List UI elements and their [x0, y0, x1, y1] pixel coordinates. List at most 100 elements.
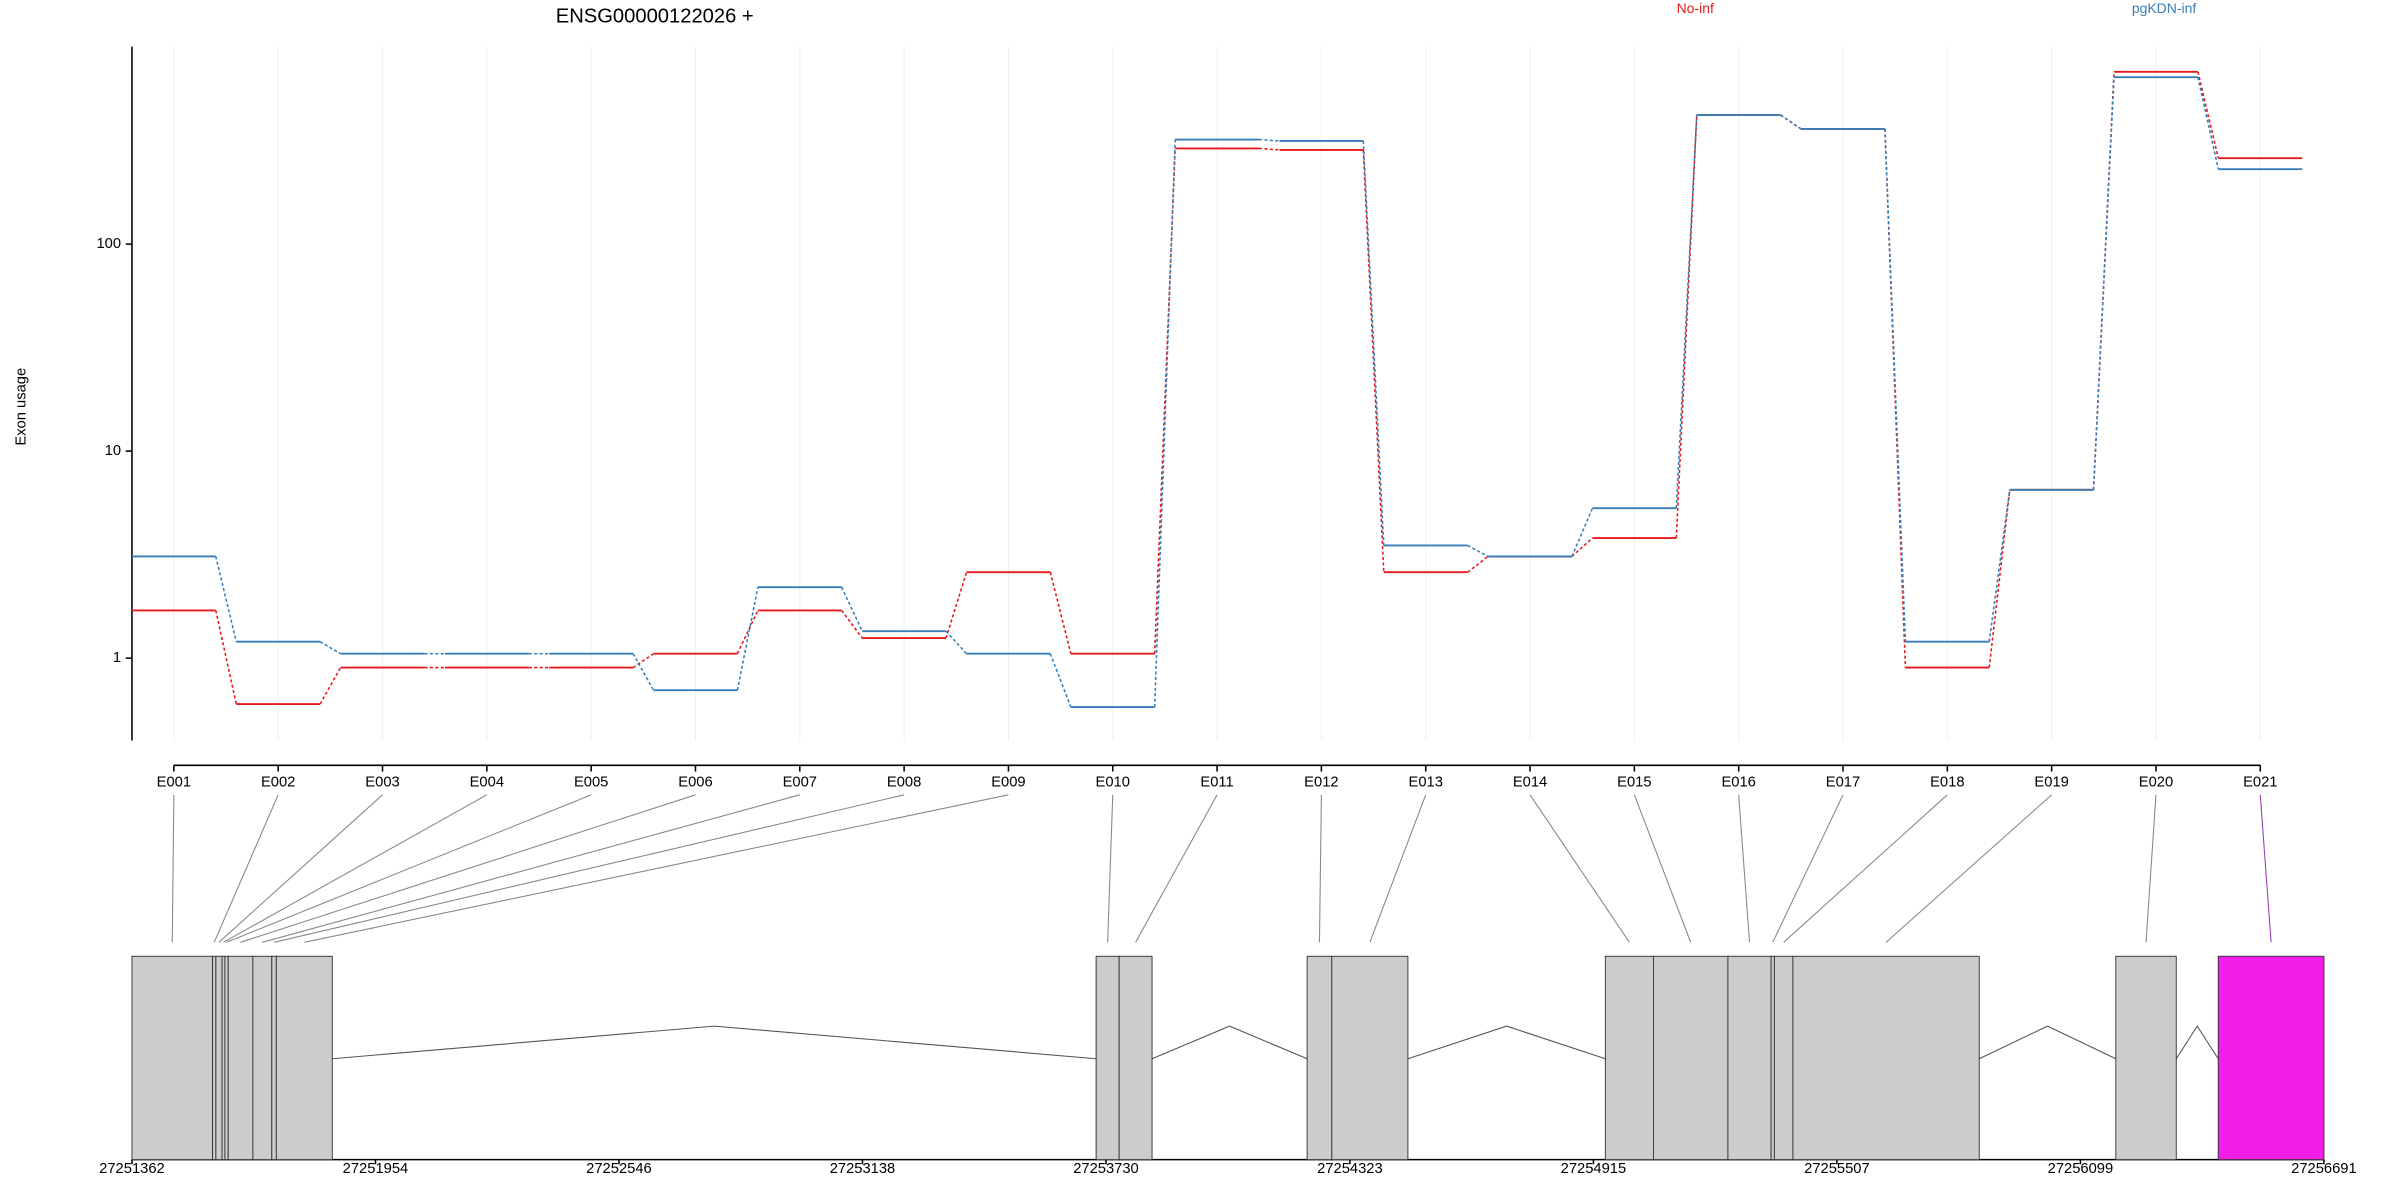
exon: [1306, 955, 1333, 1161]
exon-link: [2259, 794, 2272, 943]
exon-link: [1369, 794, 1427, 943]
x-tick-label: E017: [1826, 774, 1860, 790]
exon-link: [1772, 794, 1844, 943]
usage-connector: [736, 610, 759, 655]
genome-tick-label: 27251954: [343, 1161, 409, 1177]
exon-link: [223, 794, 488, 943]
usage-connector: [1258, 138, 1280, 142]
usage-connector: [1988, 489, 2011, 668]
x-tick-label: E007: [783, 774, 817, 790]
x-tick-label: E012: [1304, 774, 1338, 790]
usage-connector: [2197, 77, 2220, 170]
intron: [2175, 1025, 2219, 1060]
exon: [1770, 955, 1775, 1161]
exon-link: [1318, 794, 1322, 943]
x-tick-label: E003: [365, 774, 399, 790]
y-axis-label: Exon usage: [14, 368, 30, 446]
x-tick-label: E013: [1409, 774, 1443, 790]
exon: [131, 955, 214, 1161]
x-tick-label: E006: [678, 774, 712, 790]
usage-connector: [1467, 555, 1489, 573]
exon: [215, 955, 223, 1161]
intron: [332, 1025, 1097, 1060]
genome-tick-label: 27253138: [830, 1161, 896, 1177]
exon-link: [1633, 794, 1692, 943]
usage-connector: [1571, 507, 1594, 557]
exon: [1773, 955, 1794, 1161]
x-tick-label: E010: [1096, 774, 1130, 790]
usage-connector: [215, 610, 238, 705]
exon-link: [218, 794, 383, 943]
usage-connector: [319, 641, 341, 655]
genome-tick-label: 27252546: [586, 1161, 652, 1177]
usage-connector: [1467, 544, 1489, 558]
exon-link: [262, 794, 800, 943]
x-tick-label: E008: [887, 774, 921, 790]
y-tick-label: 1: [113, 650, 121, 666]
exon-link: [226, 794, 592, 943]
x-tick-label: E015: [1617, 774, 1651, 790]
exon-link: [171, 794, 175, 943]
exon-link: [1738, 794, 1751, 943]
usage-connector: [1780, 114, 1802, 130]
legend-entry: pgKDN-inf: [2132, 0, 2197, 16]
exon-link: [1529, 794, 1630, 943]
usage-connector: [1675, 115, 1698, 539]
x-tick-label: E016: [1721, 774, 1755, 790]
usage-connector: [632, 653, 654, 669]
x-tick-label: E021: [2243, 774, 2277, 790]
exon: [2217, 955, 2325, 1161]
intron: [1151, 1025, 1308, 1060]
usage-connector: [841, 586, 863, 632]
x-tick-label: E001: [157, 774, 191, 790]
exon: [224, 955, 229, 1161]
usage-connector: [1153, 139, 1176, 708]
usage-connector: [1049, 653, 1072, 708]
intron: [1407, 1025, 1606, 1060]
legend-entry: No-inf: [1677, 0, 1714, 16]
exon: [227, 955, 254, 1161]
usage-connector: [1362, 140, 1385, 546]
x-tick-label: E005: [574, 774, 608, 790]
intron: [1979, 1025, 2117, 1060]
usage-connector: [1571, 537, 1593, 557]
usage-connector: [632, 653, 655, 691]
x-tick-label: E002: [261, 774, 295, 790]
exon-link: [240, 794, 696, 943]
usage-connector: [736, 587, 759, 691]
y-tick-label: 100: [96, 236, 121, 252]
genome-tick-label: 27255507: [1804, 1161, 1870, 1177]
x-tick-label: E014: [1513, 774, 1547, 790]
x-tick-label: E020: [2139, 774, 2173, 790]
exon: [1118, 955, 1153, 1161]
usage-connector: [841, 609, 863, 639]
exon: [1727, 955, 1772, 1161]
exon-link: [213, 794, 279, 943]
genome-tick-label: 27254323: [1317, 1161, 1383, 1177]
exon-link: [1783, 794, 1948, 943]
usage-connector: [1153, 148, 1176, 654]
y-tick-label: 10: [105, 443, 121, 459]
chart-title: ENSG00000122026 +: [556, 5, 754, 27]
exon: [1095, 955, 1120, 1161]
usage-connector: [1884, 128, 1907, 642]
usage-connector: [2197, 71, 2220, 159]
usage-connector: [1675, 115, 1698, 509]
usage-connector: [1988, 489, 2011, 642]
genome-tick-label: 27254915: [1561, 1161, 1627, 1177]
exon: [212, 955, 217, 1161]
genome-tick-label: 27256691: [2291, 1161, 2357, 1177]
usage-connector: [215, 556, 238, 642]
exon: [275, 955, 333, 1161]
usage-connector: [1049, 572, 1072, 654]
exon: [1792, 955, 1980, 1161]
exon: [1331, 955, 1409, 1161]
exon-link: [304, 794, 1009, 943]
usage-connector: [319, 667, 342, 705]
exon: [1604, 955, 1654, 1161]
genome-tick-label: 27256099: [2048, 1161, 2114, 1177]
exon-link: [273, 794, 905, 943]
exon: [2115, 955, 2177, 1161]
genome-tick-label: 27253730: [1073, 1161, 1139, 1177]
